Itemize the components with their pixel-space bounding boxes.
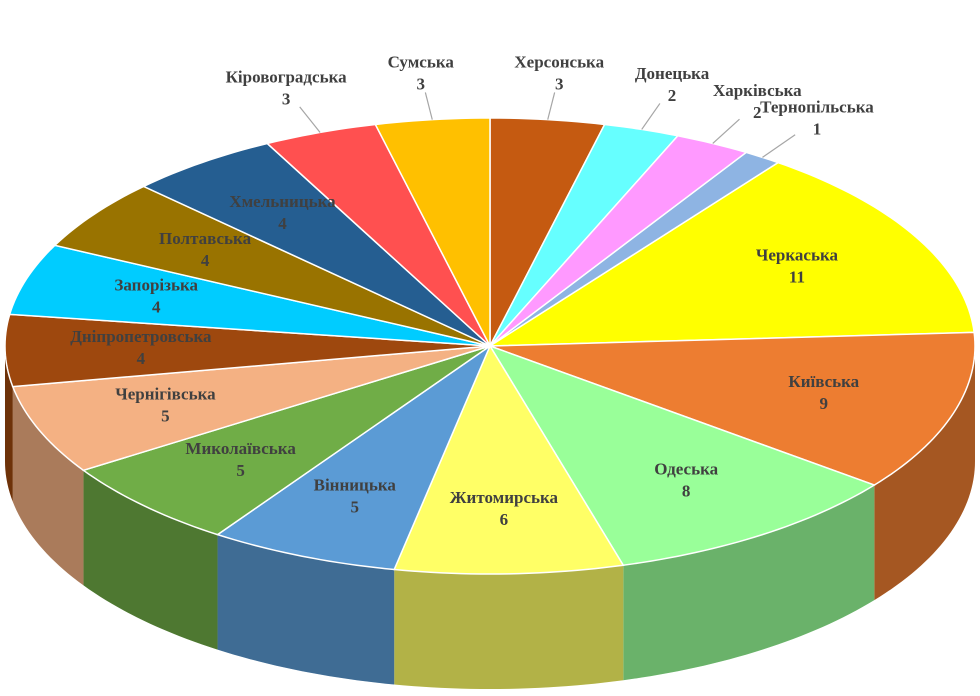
slice-value: 8 xyxy=(682,482,691,501)
slice-label: Харківська xyxy=(713,81,802,100)
pie-slice xyxy=(374,117,491,347)
pie-slice xyxy=(265,123,491,347)
slice-value: 11 xyxy=(789,268,805,287)
slice-side xyxy=(623,485,875,681)
slice-value: 4 xyxy=(137,349,146,368)
slice-value: 3 xyxy=(416,74,425,93)
pie-slice xyxy=(215,343,492,571)
pie-slice xyxy=(489,331,976,486)
leader-line xyxy=(641,103,661,130)
pie-slice xyxy=(393,344,625,575)
leader-line xyxy=(547,92,556,120)
slice-value: 9 xyxy=(820,394,829,413)
leader-line xyxy=(762,134,796,158)
slice-label: Полтавська xyxy=(159,229,252,248)
slice-side-shade xyxy=(5,346,13,502)
slice-side-shade xyxy=(12,386,84,586)
slice-side xyxy=(12,386,84,586)
slice-label: Донецька xyxy=(635,64,710,83)
slice-value: 4 xyxy=(152,298,161,317)
slice-label: Херсонська xyxy=(514,52,604,71)
leader-line xyxy=(299,106,321,133)
pie-slice xyxy=(489,134,748,347)
slice-side xyxy=(217,534,395,685)
slice-side-shade xyxy=(83,470,218,650)
slice-side xyxy=(5,346,13,502)
slice-value: 3 xyxy=(555,74,564,93)
slice-label: Дніпропетровська xyxy=(70,327,212,346)
pie-slice xyxy=(81,345,491,536)
leader-line xyxy=(712,118,740,144)
pie-slice xyxy=(141,142,491,347)
slice-side-shade xyxy=(623,485,875,681)
pie-slice xyxy=(487,161,976,347)
slice-label: Одеська xyxy=(654,460,718,479)
slice-label: Миколаївська xyxy=(185,439,296,458)
slice-label: Житомирська xyxy=(450,488,559,507)
slice-label: Чернігівська xyxy=(115,384,216,403)
slice-value: 5 xyxy=(161,406,170,425)
slice-value: 5 xyxy=(351,497,360,516)
slice-side xyxy=(394,565,624,689)
pie-slice xyxy=(489,123,680,347)
slice-value: 4 xyxy=(201,251,210,270)
slice-label: Вінницька xyxy=(314,475,397,494)
leader-line xyxy=(424,92,433,120)
slice-side-shade xyxy=(874,346,975,601)
slice-label: Черкаська xyxy=(756,246,839,265)
slice-value: 2 xyxy=(753,103,762,122)
slice-side xyxy=(83,470,218,650)
pie-slice xyxy=(8,244,491,347)
slice-value: 5 xyxy=(236,461,245,480)
slice-value: 3 xyxy=(282,90,291,109)
pie-slice xyxy=(53,185,491,347)
slice-label: Київська xyxy=(788,372,859,391)
slice-label: Сумська xyxy=(388,52,455,71)
slice-value: 1 xyxy=(813,120,822,139)
slice-label: Хмельницька xyxy=(229,192,336,211)
slice-label: Кіровоградська xyxy=(226,68,347,87)
slice-label: Тернопільська xyxy=(760,98,874,117)
slice-side xyxy=(874,346,975,601)
pie-slice xyxy=(488,344,877,567)
slice-side-shade xyxy=(217,534,395,685)
slice-side-shade xyxy=(394,565,624,689)
slice-value: 4 xyxy=(278,214,287,233)
slice-value: 6 xyxy=(500,510,509,529)
slice-value: 2 xyxy=(668,86,677,105)
pie-slice xyxy=(4,313,491,388)
slice-label: Запорізька xyxy=(114,276,198,295)
